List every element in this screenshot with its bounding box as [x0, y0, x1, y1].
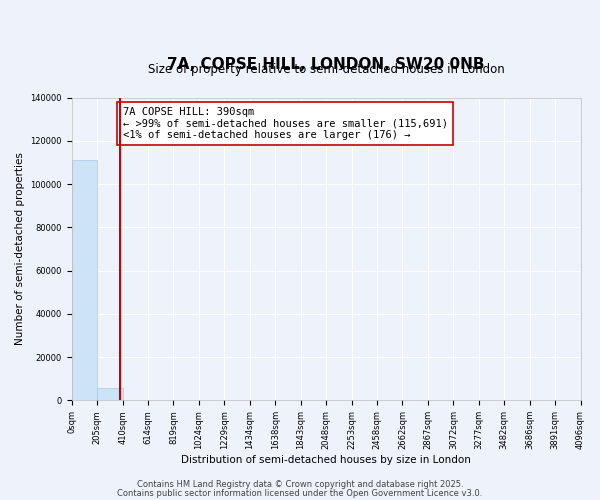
Text: 7A COPSE HILL: 390sqm
← >99% of semi-detached houses are smaller (115,691)
<1% o: 7A COPSE HILL: 390sqm ← >99% of semi-det… [122, 107, 448, 140]
Title: Size of property relative to semi-detached houses in London: Size of property relative to semi-detach… [148, 62, 505, 76]
Text: Contains public sector information licensed under the Open Government Licence v3: Contains public sector information licen… [118, 488, 482, 498]
Y-axis label: Number of semi-detached properties: Number of semi-detached properties [15, 152, 25, 346]
Text: 7A, COPSE HILL, LONDON, SW20 0NB: 7A, COPSE HILL, LONDON, SW20 0NB [167, 57, 485, 72]
X-axis label: Distribution of semi-detached houses by size in London: Distribution of semi-detached houses by … [181, 455, 471, 465]
Bar [72, 160, 97, 400]
Bar [97, 388, 122, 400]
Text: Contains HM Land Registry data © Crown copyright and database right 2025.: Contains HM Land Registry data © Crown c… [137, 480, 463, 489]
